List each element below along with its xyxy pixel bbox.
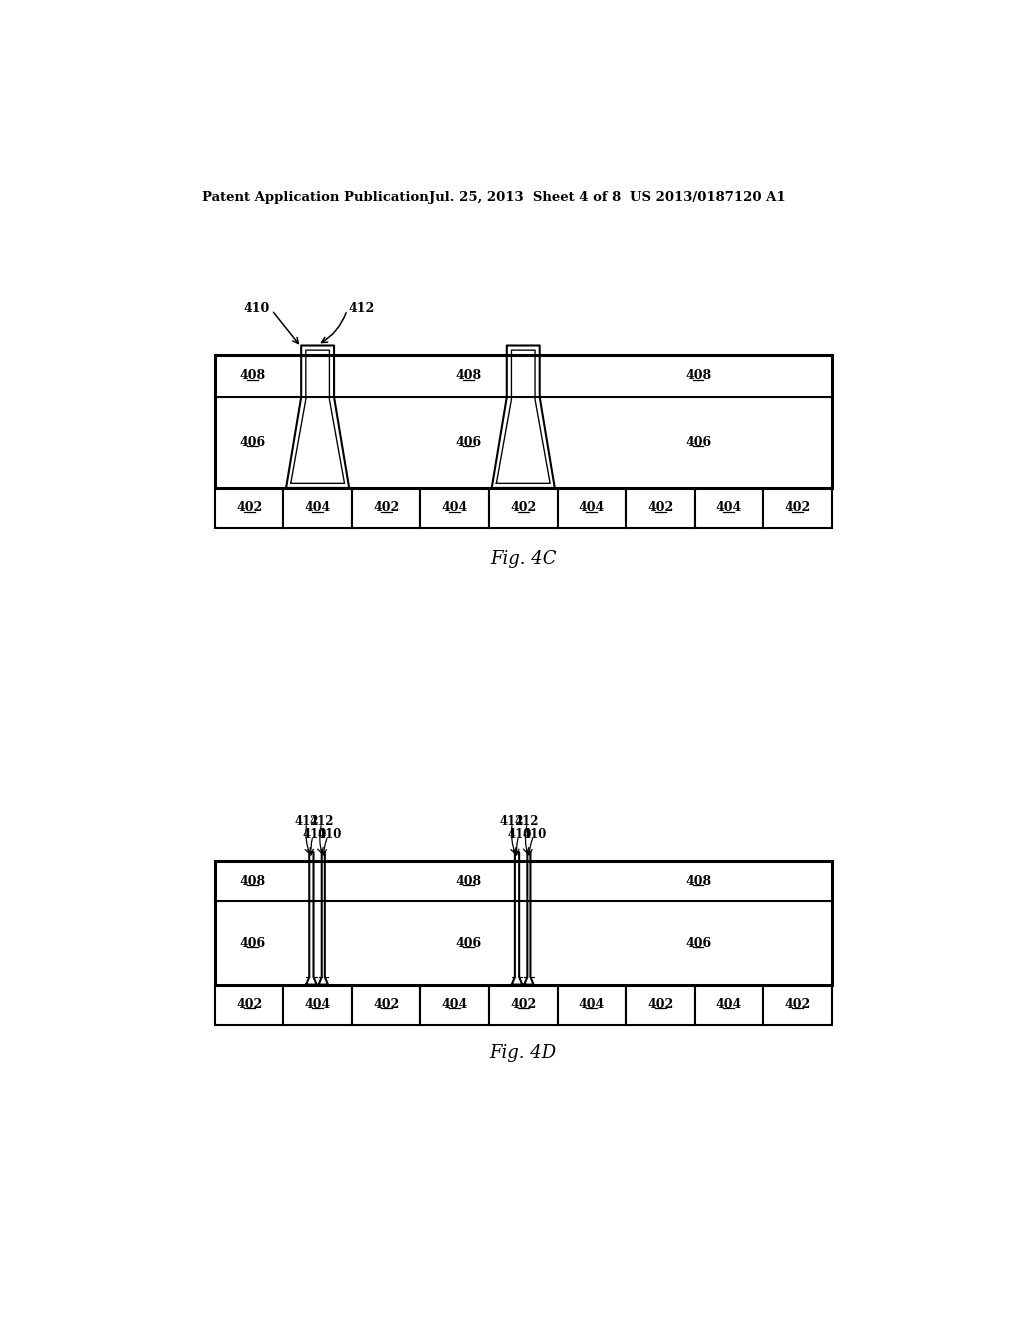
Text: 406: 406	[456, 936, 481, 949]
Bar	[284, 488, 352, 528]
Text: 410: 410	[508, 828, 532, 841]
Bar	[352, 488, 421, 528]
Text: 404: 404	[441, 502, 468, 515]
Bar	[763, 488, 831, 528]
Text: 412: 412	[309, 814, 334, 828]
Text: US 2013/0187120 A1: US 2013/0187120 A1	[630, 191, 785, 203]
Bar	[352, 985, 421, 1024]
Text: 412: 412	[294, 814, 318, 828]
Text: 404: 404	[579, 502, 605, 515]
Bar	[626, 488, 694, 528]
Bar	[284, 985, 352, 1024]
Text: 408: 408	[456, 875, 481, 888]
Text: 402: 402	[510, 502, 537, 515]
Text: 412: 412	[348, 302, 375, 315]
Bar	[215, 862, 831, 985]
Text: 406: 406	[240, 936, 265, 949]
Bar	[421, 985, 489, 1024]
Text: 402: 402	[236, 502, 262, 515]
Text: 404: 404	[716, 502, 742, 515]
Text: 402: 402	[784, 998, 811, 1011]
Bar	[215, 355, 831, 488]
Text: 406: 406	[685, 936, 711, 949]
Text: Fig. 4C: Fig. 4C	[490, 549, 556, 568]
Bar	[421, 488, 489, 528]
Text: 402: 402	[236, 998, 262, 1011]
Text: 410: 410	[522, 828, 547, 841]
Text: 412: 412	[515, 814, 540, 828]
Text: 404: 404	[716, 998, 742, 1011]
Text: 402: 402	[647, 998, 674, 1011]
Bar	[557, 488, 626, 528]
Text: 408: 408	[685, 875, 711, 888]
Bar	[626, 985, 694, 1024]
Bar	[763, 985, 831, 1024]
Bar	[215, 488, 284, 528]
Bar	[489, 488, 557, 528]
Text: 410: 410	[302, 828, 327, 841]
Text: 408: 408	[240, 875, 265, 888]
Bar	[694, 488, 763, 528]
Text: 408: 408	[456, 370, 481, 383]
Text: Fig. 4D: Fig. 4D	[489, 1044, 557, 1061]
Text: 404: 404	[304, 998, 331, 1011]
Bar	[489, 985, 557, 1024]
Text: 410: 410	[317, 828, 341, 841]
Bar	[694, 985, 763, 1024]
Text: 402: 402	[647, 502, 674, 515]
Text: 404: 404	[579, 998, 605, 1011]
Text: 406: 406	[240, 436, 265, 449]
Text: Jul. 25, 2013  Sheet 4 of 8: Jul. 25, 2013 Sheet 4 of 8	[429, 191, 621, 203]
Text: 404: 404	[304, 502, 331, 515]
Bar	[557, 985, 626, 1024]
Text: 402: 402	[373, 998, 399, 1011]
Text: 404: 404	[441, 998, 468, 1011]
Text: 402: 402	[510, 998, 537, 1011]
Text: 408: 408	[240, 370, 265, 383]
Text: 412: 412	[500, 814, 524, 828]
Text: Patent Application Publication: Patent Application Publication	[202, 191, 428, 203]
Text: 402: 402	[784, 502, 811, 515]
Bar	[215, 985, 284, 1024]
Text: 406: 406	[685, 436, 711, 449]
Text: 410: 410	[244, 302, 270, 315]
Text: 406: 406	[456, 436, 481, 449]
Text: 408: 408	[685, 370, 711, 383]
Text: 402: 402	[373, 502, 399, 515]
